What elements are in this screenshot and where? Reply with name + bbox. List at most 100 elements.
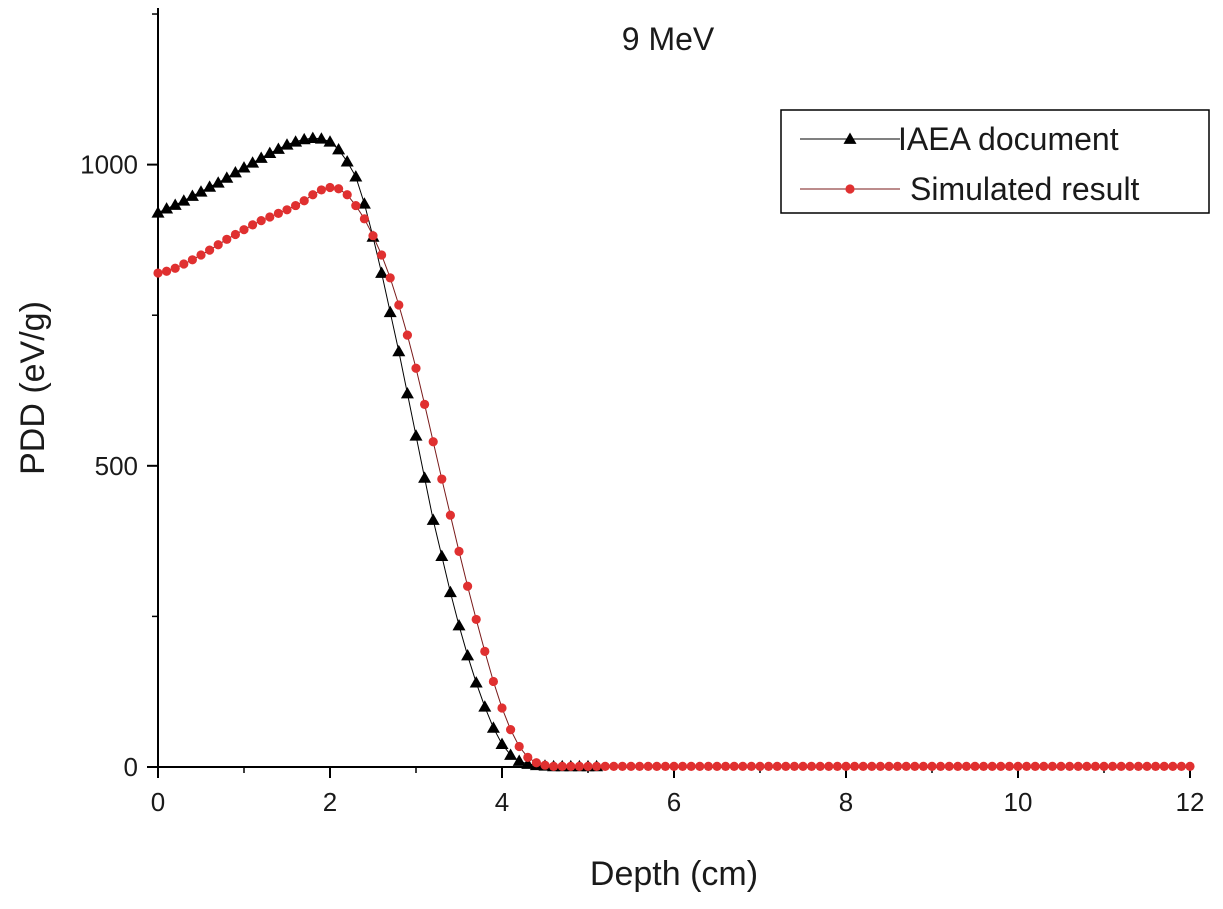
circle-marker-55 [626,761,636,771]
circle-marker-38 [480,646,490,656]
triangle-marker-21 [332,143,346,155]
circle-marker-2 [170,263,180,273]
triangle-marker-15 [280,138,294,150]
triangle-marker-10 [237,161,251,173]
legend-box [780,109,1210,214]
circle-marker-0 [153,268,163,278]
x-tick-label: 12 [1176,787,1205,817]
legend-label: IAEA document [898,121,1119,157]
triangle-marker-38 [478,700,492,712]
circle-marker-115 [1142,761,1152,771]
circle-marker-12 [256,216,266,226]
circle-marker-22 [342,190,352,200]
triangle-marker-37 [469,676,483,688]
triangle-marker-28 [392,344,406,357]
circle-marker-99 [1004,761,1015,771]
series-simulated-result [153,182,1195,771]
circle-marker-17 [299,196,309,206]
circle-marker-84 [875,761,886,771]
circle-marker-119 [1176,761,1186,771]
y-tick-label: 500 [95,451,138,481]
circle-marker-91 [936,761,946,771]
circle-marker-63 [695,761,705,771]
circle-marker-62 [686,761,696,771]
circle-marker-103 [1039,761,1049,771]
triangle-marker-40 [495,737,509,749]
circle-marker-92 [944,761,954,771]
circle-marker-107 [1073,761,1083,771]
circle-marker-11 [248,220,258,230]
circle-marker-77 [815,761,825,771]
triangle-marker-19 [314,132,328,144]
circle-marker-16 [291,200,301,211]
circle-marker-13 [265,212,275,222]
circle-marker-33 [437,474,447,484]
circle-marker-30 [411,363,421,373]
circle-marker-83 [867,761,877,771]
chart-title: 9 MeV [622,21,715,57]
circle-marker-53 [609,761,619,771]
circle-marker-47 [557,761,567,771]
circle-marker-113 [1125,761,1135,771]
circle-marker-101 [1022,761,1032,771]
y-tick-label: 0 [124,752,138,782]
triangle-marker-29 [400,387,414,399]
triangle-marker-18 [306,131,320,143]
series-line [157,137,597,767]
circle-marker-46 [549,761,559,771]
circle-marker-98 [996,761,1006,771]
circle-marker-80 [841,761,851,771]
triangle-marker-9 [228,165,242,178]
circle-marker-5 [196,250,206,260]
circle-marker-110 [1099,761,1109,771]
circle-marker-85 [884,761,894,771]
circle-marker-44 [531,758,542,768]
circle-marker-18 [308,190,318,200]
circle-marker-90 [927,761,937,771]
series-iaea-document [151,131,604,772]
circle-marker-95 [970,761,980,771]
circle-marker-28 [394,300,404,310]
x-tick-label: 2 [323,787,337,817]
triangle-marker-8 [220,171,234,183]
circle-marker-24 [359,214,369,224]
circle-marker-7 [213,240,223,250]
triangle-marker-39 [486,721,500,733]
x-axis-title: Depth (cm) [590,855,758,893]
circle-marker-102 [1030,761,1040,771]
circle-marker-96 [979,761,989,771]
circle-marker-86 [893,761,903,771]
triangle-marker-35 [452,618,466,631]
triangle-marker-43 [521,757,535,769]
circle-marker-75 [798,761,808,771]
circle-marker-106 [1065,761,1075,771]
circle-marker-89 [918,761,929,771]
triangle-marker-27 [383,305,397,318]
circle-marker-25 [368,231,378,241]
circle-marker-51 [592,761,602,771]
circle-marker-10 [239,225,249,235]
circle-marker-67 [729,761,739,771]
circle-marker-43 [523,752,533,762]
circle-marker-74 [789,761,800,771]
triangle-marker-1 [160,202,174,214]
x-tick-label: 10 [1004,787,1033,817]
x-tick-label: 6 [667,787,681,817]
circle-marker-26 [377,250,387,260]
circle-marker-118 [1168,761,1178,771]
triangle-marker-30 [409,429,423,441]
circle-marker-35 [454,546,464,556]
circle-marker-82 [858,761,868,771]
circle-marker-59 [660,761,671,771]
circle-marker-58 [652,761,662,771]
circle-marker-legend [845,184,855,194]
triangle-marker-13 [263,146,277,159]
triangle-marker-legend [843,132,857,144]
circle-marker-66 [721,761,731,771]
circle-marker-4 [187,255,197,265]
circle-marker-81 [850,761,860,771]
circle-marker-88 [910,761,920,771]
triangle-marker-20 [323,135,337,147]
circle-marker-76 [807,761,817,771]
x-tick-label: 4 [495,787,509,817]
